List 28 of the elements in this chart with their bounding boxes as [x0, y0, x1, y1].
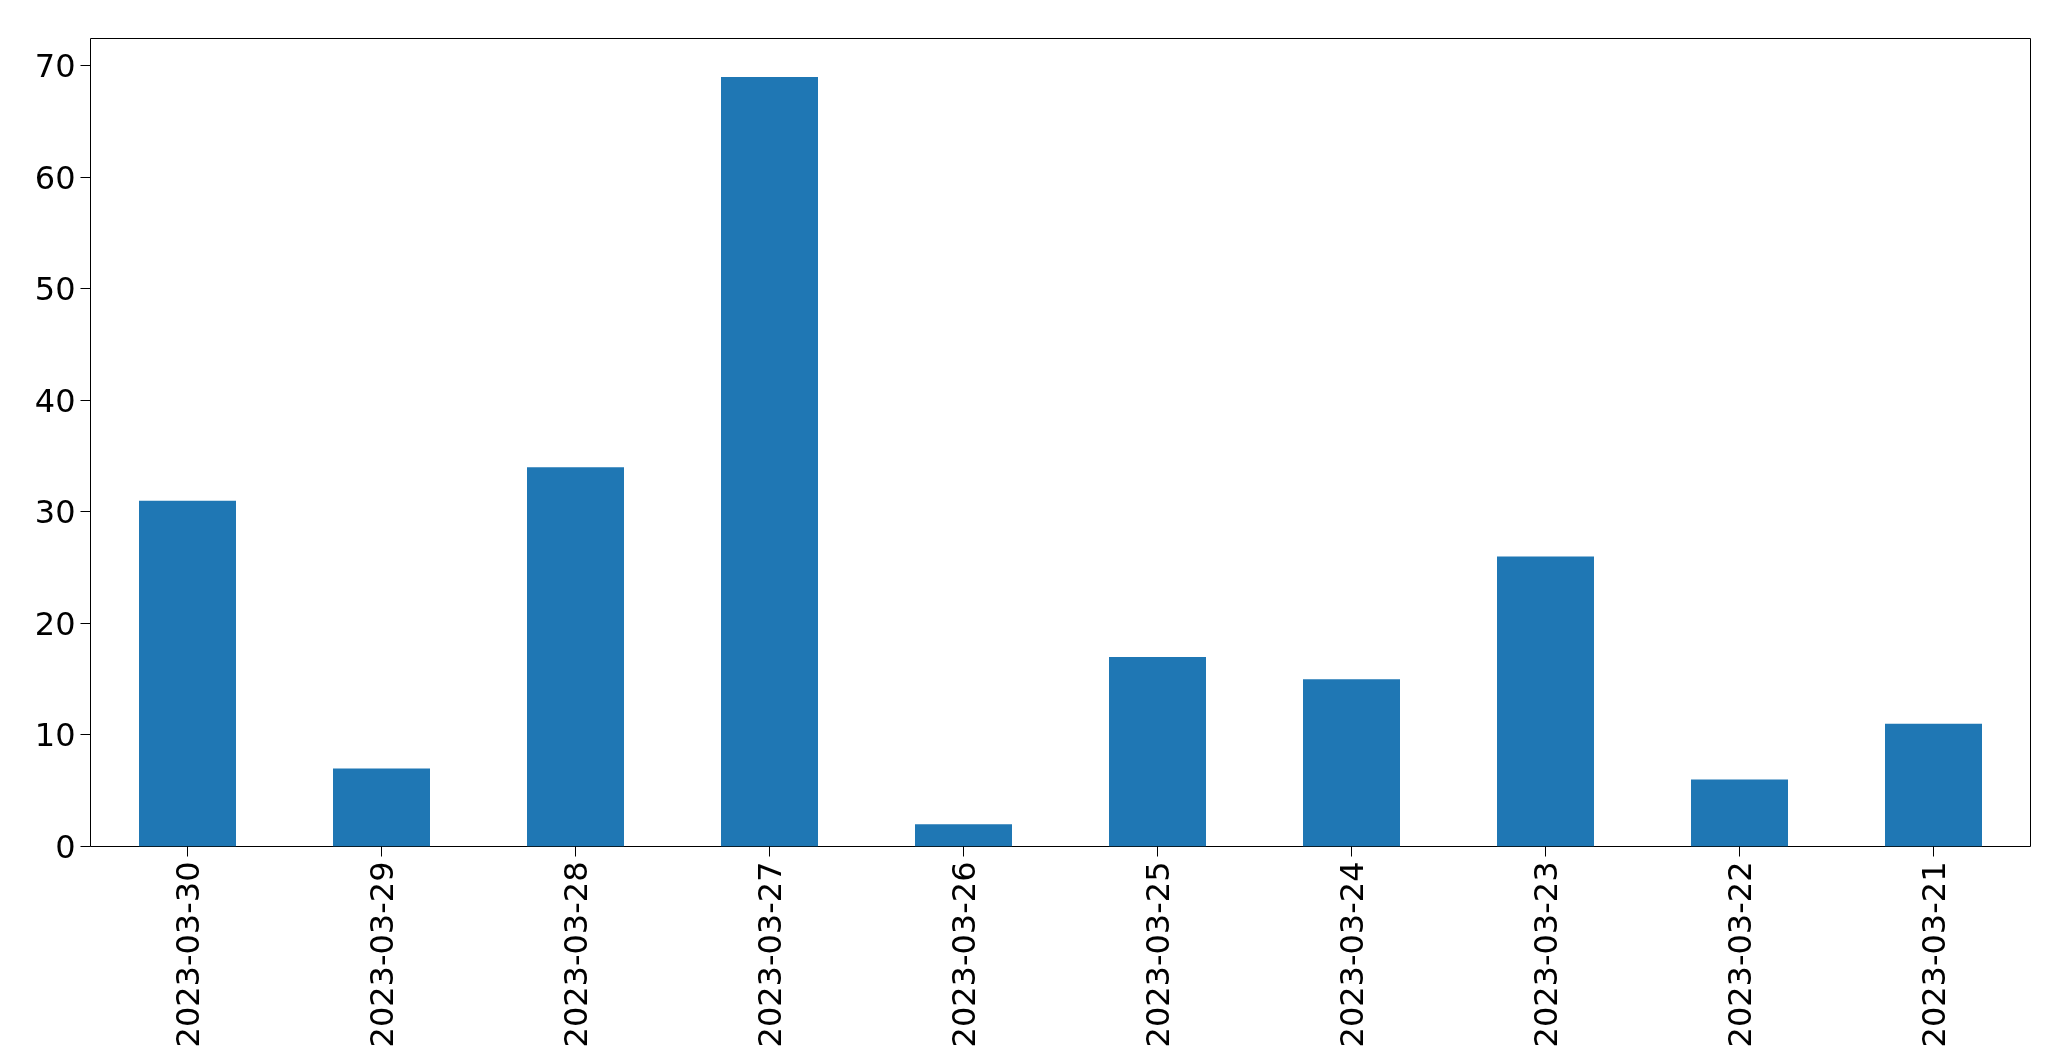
bar — [721, 76, 818, 847]
y-tick-label: 70 — [34, 47, 76, 86]
x-tick-label: 2023-03-21 — [1915, 861, 1953, 1048]
x-tick-label: 2023-03-27 — [751, 861, 789, 1048]
bar — [139, 500, 236, 847]
bar — [1497, 556, 1594, 847]
y-tick-label: 30 — [34, 493, 76, 532]
y-tick-label: 0 — [55, 828, 76, 866]
y-tick-label: 60 — [34, 158, 76, 197]
bar — [333, 768, 430, 847]
x-tick-label: 2023-03-24 — [1333, 861, 1371, 1048]
bar — [1303, 679, 1400, 847]
x-tick-label: 2023-03-25 — [1139, 861, 1177, 1048]
x-tick-label: 2023-03-26 — [945, 861, 983, 1048]
bar — [527, 467, 624, 847]
bar — [915, 824, 1012, 847]
x-tick-label: 2023-03-30 — [169, 861, 207, 1048]
bar — [1691, 779, 1788, 847]
bar — [1109, 656, 1206, 847]
y-tick-label: 10 — [34, 716, 76, 755]
y-tick-label: 50 — [34, 270, 76, 309]
x-tick-label: 2023-03-22 — [1721, 861, 1759, 1048]
y-tick-label: 20 — [34, 604, 76, 643]
y-tick-label: 40 — [34, 381, 76, 420]
x-tick-label: 2023-03-23 — [1527, 861, 1565, 1048]
x-tick-label: 2023-03-29 — [363, 861, 401, 1048]
x-tick-label: 2023-03-28 — [557, 861, 595, 1048]
bar — [1885, 723, 1982, 847]
